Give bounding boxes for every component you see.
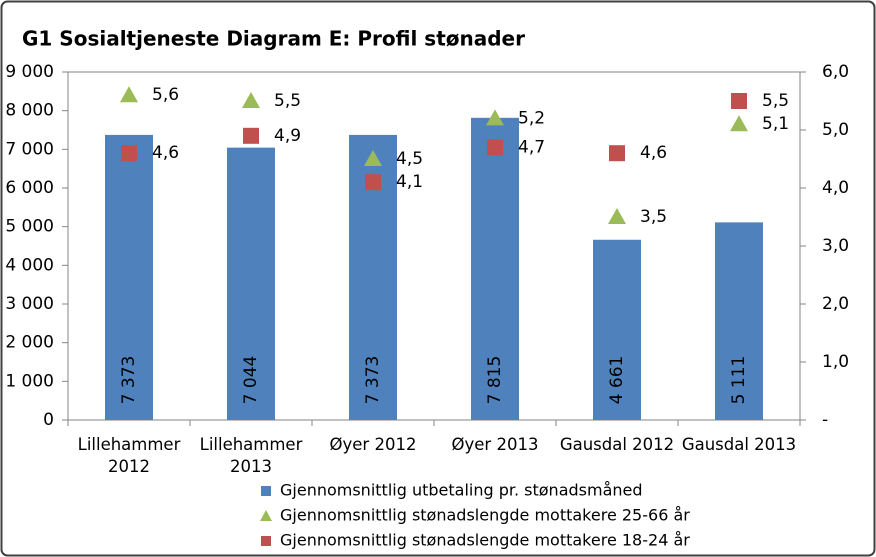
bar [227, 147, 275, 420]
bar-value-label: 4 661 [607, 356, 627, 405]
legend-label: Gjennomsnittlig stønadslengde mottakere … [280, 506, 690, 525]
marker-square [731, 93, 747, 109]
y-tick-label: 2 000 [5, 333, 54, 353]
point-value-label: 5,5 [274, 91, 301, 111]
y-tick-label: 9 000 [5, 62, 54, 82]
bar [105, 134, 153, 421]
legend-swatch [261, 536, 271, 546]
marker-square [243, 127, 259, 144]
point-value-label: 4,7 [518, 137, 545, 157]
marker-square [365, 174, 381, 191]
bar-value-label: 5 111 [729, 356, 749, 405]
legend-swatch [260, 510, 272, 521]
marker-triangle [730, 115, 748, 132]
y-tick-label: 8 000 [5, 101, 54, 121]
marker-triangle [242, 92, 260, 108]
y2-tick-label: 2,0 [822, 294, 849, 314]
bar-value-label: 7 044 [241, 356, 261, 405]
chart-title: G1 Sosialtjeneste Diagram E: Profil støn… [22, 27, 525, 51]
y2-tick-label: 5,0 [822, 120, 849, 140]
bar-value-label: 7 373 [363, 356, 383, 405]
x-tick-label: Gausdal 2012 [559, 435, 675, 454]
x-tick-label: Lillehammer 2013 [199, 435, 303, 476]
y2-tick-label: 4,0 [822, 178, 849, 198]
y2-tick-label: 1,0 [822, 352, 849, 372]
point-value-label: 4,1 [396, 172, 423, 192]
legend-swatch [261, 486, 271, 496]
x-tick-label: Øyer 2013 [451, 435, 539, 454]
legend-label: Gjennomsnittlig stønadslengde mottakere … [280, 531, 690, 550]
y-tick-label: 7 000 [5, 139, 54, 159]
y-tick-label: 5 000 [5, 217, 54, 237]
bar-value-label: 7 815 [485, 356, 505, 405]
x-tick-label: Øyer 2012 [329, 435, 417, 454]
point-value-label: 3,5 [640, 207, 667, 227]
bar-value-label: 7 373 [119, 356, 139, 405]
marker-triangle [608, 208, 626, 224]
x-tick-label: Lillehammer 2012 [77, 435, 181, 476]
marker-square [487, 139, 503, 156]
marker-square [121, 145, 137, 162]
point-value-label: 5,5 [762, 91, 789, 111]
point-value-label: 5,6 [152, 85, 179, 105]
marker-square [609, 145, 625, 162]
y-tick-label: 4 000 [5, 255, 54, 275]
y-tick-label: 1 000 [5, 371, 54, 391]
y-tick-label: 0 [43, 410, 54, 430]
y-tick-label: 3 000 [5, 294, 54, 314]
bar [471, 117, 519, 420]
marker-triangle [486, 109, 504, 126]
bar [715, 222, 763, 420]
y2-tick-label: 3,0 [822, 236, 849, 256]
bar [593, 239, 641, 420]
x-tick-label: Gausdal 2013 [681, 435, 797, 454]
legend-label: Gjennomsnittlig utbetaling pr. stønadsmå… [280, 481, 643, 500]
point-value-label: 4,5 [396, 149, 423, 169]
point-value-label: 5,2 [518, 108, 545, 128]
y2-tick-label: - [822, 410, 828, 430]
point-value-label: 4,6 [152, 143, 179, 163]
y-tick-label: 6 000 [5, 178, 54, 198]
marker-triangle [364, 150, 382, 166]
point-value-label: 4,9 [274, 126, 301, 146]
point-value-label: 5,1 [762, 114, 789, 134]
y2-tick-label: 6,0 [822, 62, 849, 82]
marker-triangle [120, 86, 138, 103]
point-value-label: 4,6 [640, 143, 667, 163]
